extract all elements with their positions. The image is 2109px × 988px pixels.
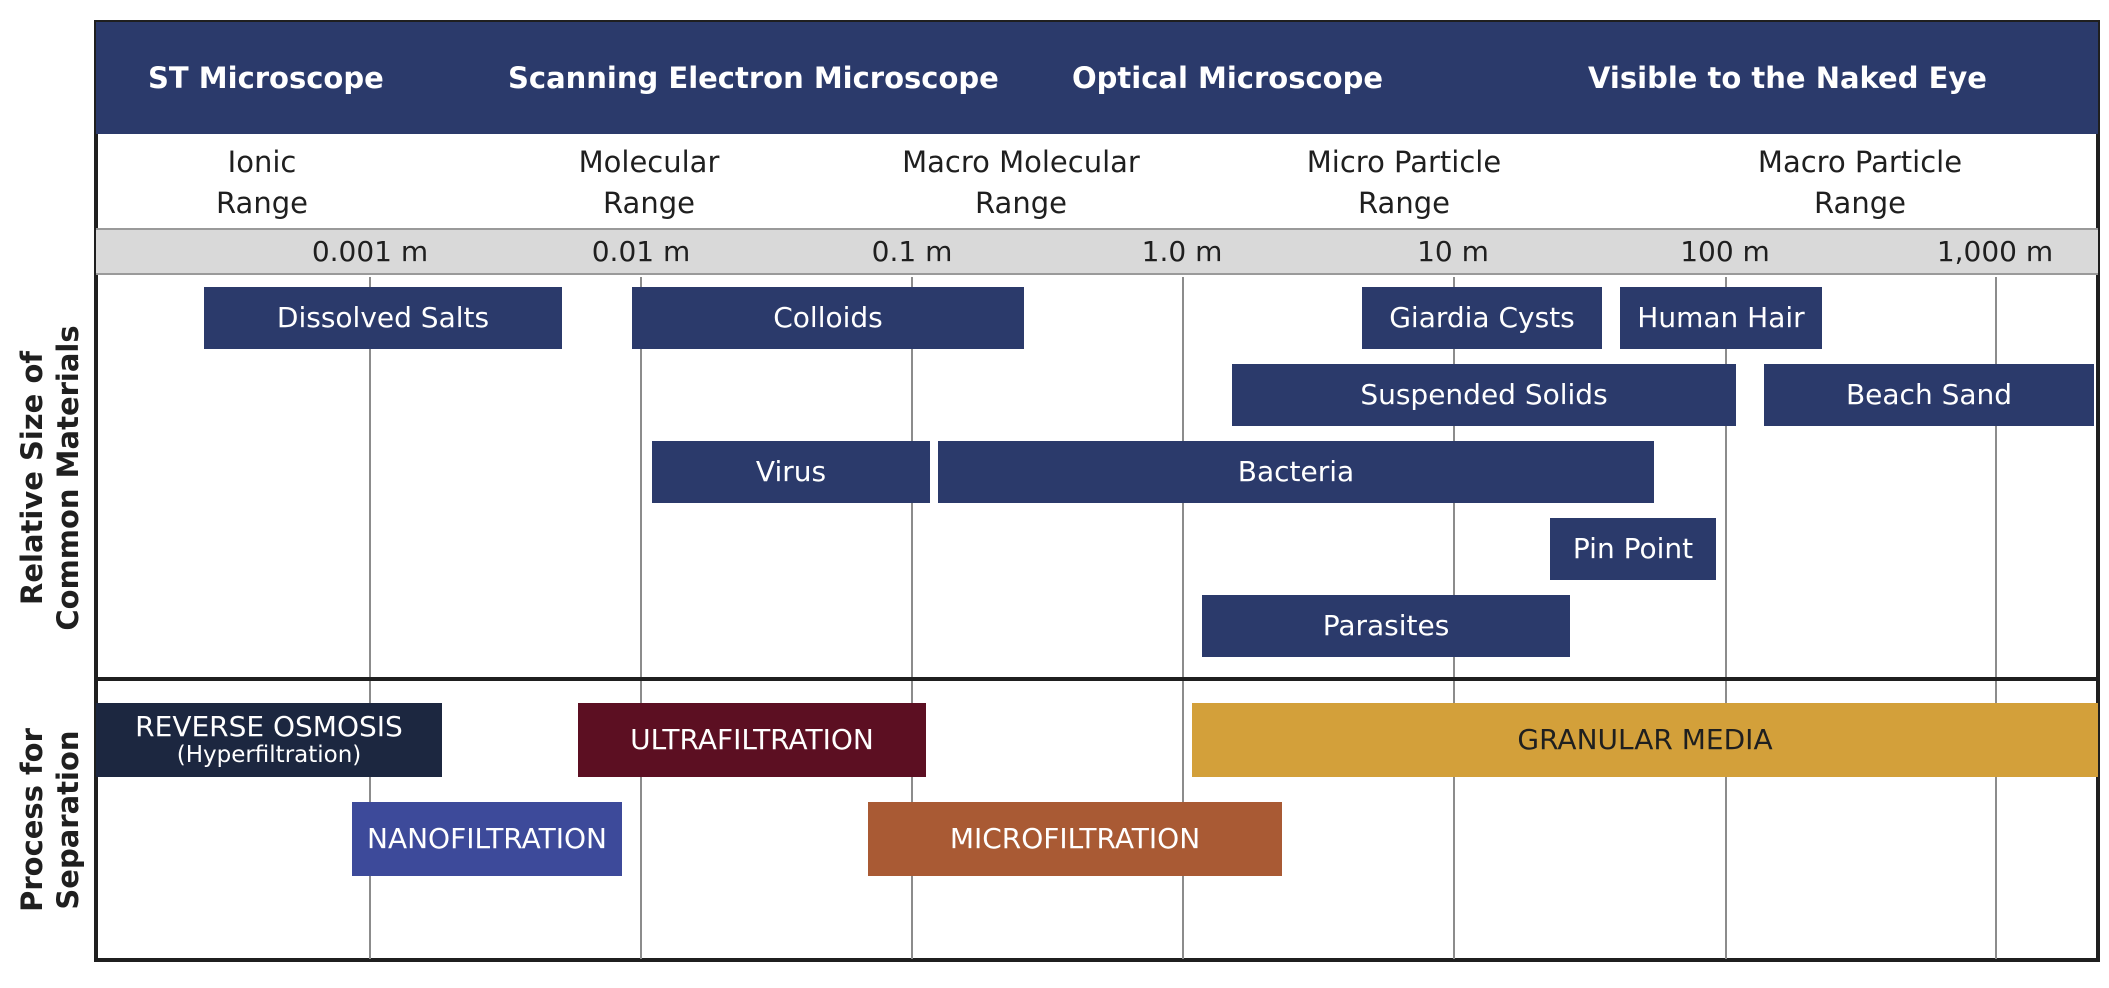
header-optical-microscope: Optical Microscope — [1072, 61, 1384, 95]
header-scanning-electron-microscope: Scanning Electron Microscope — [508, 61, 999, 95]
side-label-materials: Relative Size of Common Materials — [15, 325, 85, 631]
scale-tick-label: 0.1 m — [871, 235, 953, 268]
bar-reverse-osmosis: REVERSE OSMOSIS (Hyperfiltration) — [96, 703, 442, 777]
bar-beach-sand: Beach Sand — [1764, 364, 2094, 426]
side-label-process: Process for Separation — [15, 728, 85, 912]
bar-ultrafiltration: ULTRAFILTRATION — [578, 703, 926, 777]
grid-line — [1182, 277, 1184, 959]
bar-nanofiltration: NANOFILTRATION — [352, 802, 622, 876]
grid-line — [369, 277, 371, 959]
bar-parasites: Parasites — [1202, 595, 1570, 657]
range-ionic: Ionic Range — [216, 145, 308, 220]
grid-line — [911, 277, 913, 959]
range-micro-particle: Micro Particle Range — [1306, 145, 1502, 220]
scale-tick-label: 1.0 m — [1141, 235, 1223, 268]
section-divider — [96, 677, 2098, 681]
bar-granular-media: GRANULAR MEDIA — [1192, 703, 2098, 777]
scale-tick-label: 10 m — [1417, 235, 1489, 268]
reverse-osmosis-sublabel: (Hyperfiltration) — [176, 742, 362, 768]
reverse-osmosis-label: REVERSE OSMOSIS — [135, 710, 403, 743]
bar-dissolved-salts: Dissolved Salts — [204, 287, 562, 349]
range-macro-molecular: Macro Molecular Range — [902, 145, 1140, 220]
range-molecular: Molecular Range — [578, 145, 720, 220]
header-visible-naked-eye: Visible to the Naked Eye — [1588, 61, 1987, 95]
grid-line — [1725, 277, 1727, 959]
scale-tick-label: 0.001 m — [311, 235, 429, 268]
microscope-header — [96, 22, 2098, 134]
bar-giardia-cysts: Giardia Cysts — [1362, 287, 1602, 349]
bar-suspended-solids: Suspended Solids — [1232, 364, 1736, 426]
bar-human-hair: Human Hair — [1620, 287, 1822, 349]
bar-colloids: Colloids — [632, 287, 1024, 349]
scale-tick-label: 100 m — [1680, 235, 1770, 268]
bar-bacteria: Bacteria — [938, 441, 1654, 503]
header-st-microscope: ST Microscope — [148, 61, 384, 95]
bar-microfiltration: MICROFILTRATION — [868, 802, 1282, 876]
range-macro-particle: Macro Particle Range — [1757, 145, 1963, 220]
bar-pin-point: Pin Point — [1550, 518, 1716, 580]
bar-virus: Virus — [652, 441, 930, 503]
scale-tick-label: 1,000 m — [1936, 235, 2054, 268]
scale-tick-label: 0.01 m — [591, 235, 691, 268]
scale-band — [96, 228, 2098, 275]
grid-line — [1995, 277, 1997, 959]
grid-line — [640, 277, 642, 959]
